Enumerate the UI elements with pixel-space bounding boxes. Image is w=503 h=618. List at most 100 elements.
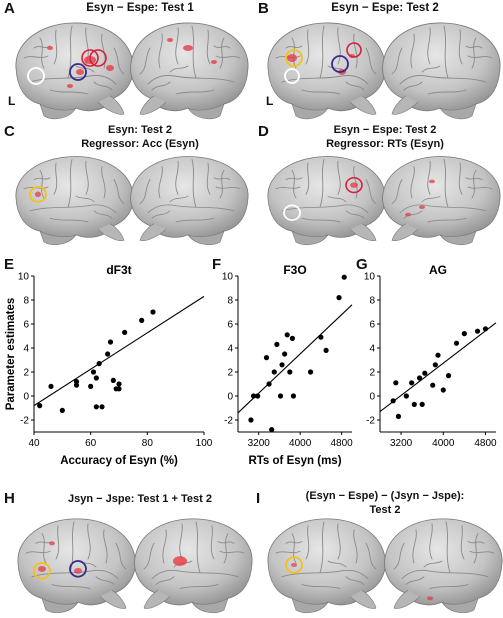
chart-f3o-point — [266, 381, 272, 387]
panel-h-brain-left — [17, 518, 136, 614]
panel-letter-f: F — [212, 256, 222, 273]
chart-dft3-point — [110, 377, 116, 383]
chart-dft3-xtick-label: 40 — [28, 438, 40, 449]
panel-b-title: Esyn − Espe: Test 2 — [331, 2, 439, 14]
panel-b-left-hemisphere-mark: L — [266, 94, 274, 108]
chart-ag-point — [445, 373, 452, 379]
chart-dft3-point — [122, 329, 128, 335]
chart-ag-ytick-label: 8 — [369, 296, 375, 307]
panel-c-title-line2: Regressor: Acc (Esyn) — [81, 138, 199, 150]
panel-d-title-line1: Esyn − Espe: Test 2 — [333, 124, 437, 136]
chart-ag-ytick-label: 2 — [369, 368, 375, 379]
chart-f3o-point — [341, 274, 347, 280]
chart-f3o-ytick-label: 6 — [227, 320, 233, 331]
panel-i-title-line1: (Esyn − Espe) − (Jsyn − Jspe): — [305, 490, 465, 502]
panel-a-brain-right — [130, 22, 249, 120]
chart-ag-point — [482, 326, 489, 332]
panel-d-brain-right — [382, 156, 501, 246]
chart-dft3-ytick-label: 4 — [23, 344, 29, 355]
chart-f3o-ytick-label: 2 — [227, 368, 233, 379]
chart-f3o-point — [336, 295, 342, 301]
chart-ag-point — [440, 387, 446, 393]
panel-letter-d: D — [258, 123, 269, 140]
chart-f3o-point — [289, 335, 296, 341]
chart-dft3-point — [96, 361, 102, 367]
panel-b-brain-left — [267, 22, 386, 120]
chart-dft3-point — [139, 317, 145, 323]
chart-f3o-point — [287, 369, 293, 375]
chart-dft3-point — [90, 369, 97, 375]
chart-ag-ytick-label: -2 — [366, 416, 375, 427]
chart-dft3-point — [93, 375, 99, 381]
chart-dft3-ytick-label: -2 — [20, 416, 29, 427]
panel-letter-c: C — [4, 123, 15, 140]
chart-dft3-point — [37, 403, 43, 409]
chart-dft3-title: dF3t — [106, 263, 131, 277]
chart-dft3-point — [116, 386, 122, 392]
chart-f3o-point — [284, 332, 290, 338]
chart-dft3-point — [99, 404, 105, 410]
chart-ag-point — [430, 382, 436, 388]
panel-letter-a: A — [4, 0, 15, 17]
chart-f3o-point — [318, 334, 324, 340]
chart-f3o-point — [290, 393, 297, 399]
chart-dft3-point — [150, 309, 156, 315]
chart-dft3-xtick-label: 80 — [142, 438, 154, 449]
chart-ag-ytick-label: 6 — [369, 320, 375, 331]
chart-dft3-point — [73, 382, 80, 388]
chart-ag-xtick-label: 4000 — [432, 438, 455, 449]
chart-f3o-point — [282, 351, 288, 357]
panel-i-brain-left — [267, 518, 386, 614]
chart-f3o-xtick-label: 4800 — [331, 438, 354, 449]
chart-f3o-point — [307, 369, 314, 375]
chart-f3o-ytick-label: 4 — [227, 344, 233, 355]
chart-dft3-ytick-label: 6 — [23, 320, 29, 331]
chart-dft3-ytick-label: 8 — [23, 296, 29, 307]
chart-f3o-xtick-label: 4000 — [289, 438, 312, 449]
chart-ag-point — [474, 328, 481, 334]
chart-dft3-point — [93, 404, 99, 410]
chart-dft3-point — [88, 383, 94, 389]
chart-f3o-ytick-label: -2 — [224, 416, 233, 427]
chart-ag-point — [393, 380, 399, 386]
chart-ag-point — [419, 401, 425, 407]
chart-f3o-xlabel: RTs of Esyn (ms) — [248, 455, 341, 467]
chart-dft3-point — [107, 339, 114, 345]
chart-dft3-ytick-label: 0 — [23, 392, 29, 403]
panel-b-brain-right — [382, 22, 501, 120]
panel-letter-h: H — [4, 490, 15, 507]
chart-dft3-ylabel: Parameter estimates — [5, 298, 17, 411]
chart-ag-point — [432, 362, 438, 368]
chart-ag-point — [395, 413, 402, 419]
chart-f3o-point — [250, 393, 257, 399]
chart-dft3-xtick-label: 60 — [85, 438, 97, 449]
panel-a-left-hemisphere-mark: L — [8, 94, 16, 108]
chart-ag-xtick-label: 4800 — [474, 438, 497, 449]
chart-ag-point — [409, 380, 415, 386]
chart-dft3-ytick-label: 10 — [18, 272, 30, 283]
chart-dft3-fit-line — [33, 295, 205, 407]
chart-ag-fit-line — [379, 322, 497, 413]
panel-c-brain-right — [130, 156, 249, 246]
chart-ag-point — [461, 331, 467, 337]
chart-dft3-xlabel: Accuracy of Esyn (%) — [60, 455, 178, 467]
chart-dft3-point — [73, 379, 80, 385]
chart-dft3-point — [48, 383, 54, 389]
chart-f3o-point — [279, 362, 285, 368]
chart-f3o-ytick-label: 0 — [227, 392, 233, 403]
chart-f3o-point — [248, 417, 254, 423]
chart-f3o-ytick-label: 10 — [222, 272, 234, 283]
panel-d-brain-left — [267, 156, 386, 246]
panel-c-title-line1: Esyn: Test 2 — [108, 124, 172, 136]
chart-ag-ytick-label: 4 — [369, 344, 375, 355]
panel-h-brain-right — [134, 518, 253, 614]
chart-ag-point — [422, 370, 428, 376]
chart-ag-ytick-label: 0 — [369, 392, 375, 403]
panel-a-brain-left — [15, 22, 134, 120]
chart-ag-point — [390, 398, 396, 404]
chart-ag-point — [403, 393, 409, 399]
chart-f3o-point — [277, 393, 284, 399]
chart-dft3-point — [105, 351, 111, 357]
